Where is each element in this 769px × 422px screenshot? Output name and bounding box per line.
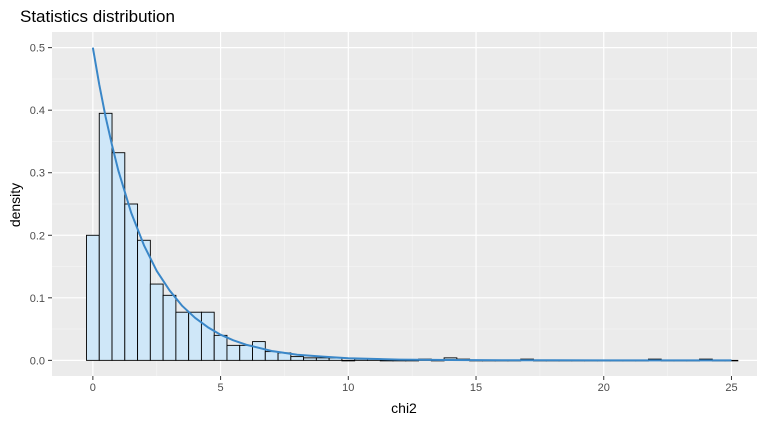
histogram-bar	[137, 239, 151, 361]
histogram-bar	[303, 357, 317, 361]
histogram-bar	[226, 344, 241, 361]
histogram-bar	[124, 203, 139, 361]
x-tick-label: 0	[90, 382, 96, 394]
x-tick-label: 10	[342, 382, 354, 394]
histogram-bar	[86, 234, 100, 361]
histogram-bar	[149, 283, 164, 361]
y-tick-label: 0.4	[30, 105, 45, 117]
density-curve	[91, 47, 732, 362]
histogram-bar	[315, 357, 330, 361]
chart-title: Statistics distribution	[20, 7, 175, 26]
histogram-bar	[239, 344, 253, 361]
x-tick-label: 25	[725, 382, 737, 394]
histogram-bar	[341, 359, 356, 362]
histogram-bar	[252, 341, 266, 361]
y-axis-title: density	[7, 183, 23, 227]
y-tick-label: 0.5	[30, 43, 45, 55]
y-tick-label: 0.2	[30, 230, 45, 242]
histogram-bar	[162, 294, 177, 361]
histogram-bar	[213, 334, 228, 361]
histogram-bar	[290, 356, 305, 361]
histogram-bar	[264, 351, 279, 361]
density-curve-layer	[91, 47, 732, 362]
histogram-bar	[188, 311, 202, 361]
histogram-bars	[86, 112, 739, 362]
x-axis-title: chi2	[391, 400, 417, 416]
y-tick-label: 0.1	[30, 293, 45, 305]
histogram-bar	[98, 112, 113, 361]
y-tick-label: 0.0	[30, 355, 45, 367]
histogram-bar	[200, 311, 215, 361]
axes: 0 5 10 15 20 25 0.0 0.1 0.2 0.3 0.4 0.5	[30, 43, 738, 394]
x-tick-label: 5	[218, 382, 224, 394]
y-tick-label: 0.3	[30, 168, 45, 180]
histogram-bar	[175, 311, 190, 361]
histogram-bar	[379, 359, 394, 362]
x-tick-label: 20	[598, 382, 610, 394]
x-tick-label: 15	[470, 382, 482, 394]
